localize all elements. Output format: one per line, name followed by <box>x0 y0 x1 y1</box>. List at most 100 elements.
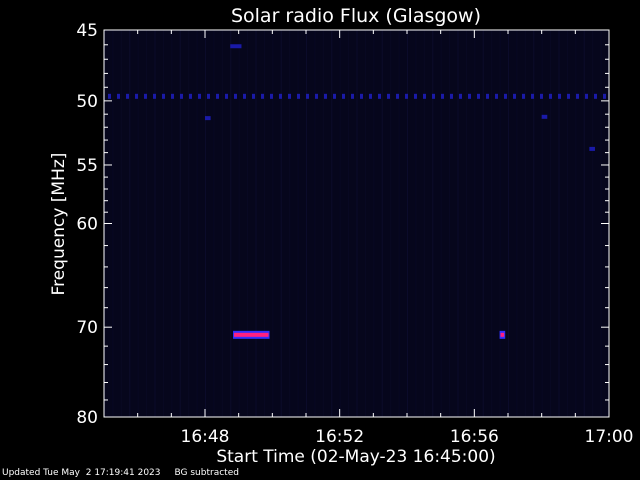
band-dash <box>135 93 138 99</box>
background-stripe <box>524 30 526 417</box>
background-stripe <box>196 30 198 417</box>
x-axis-label: Start Time (02-May-23 16:45:00) <box>216 447 495 467</box>
band-dash <box>270 93 273 99</box>
background-stripe <box>449 30 451 417</box>
band-dash <box>360 93 363 99</box>
background-stripe <box>566 30 568 417</box>
background-stripe <box>112 30 114 417</box>
band-dash <box>126 93 129 99</box>
background-stripe <box>306 30 307 417</box>
band-dash <box>342 93 345 99</box>
background-stripe <box>423 30 425 417</box>
background-stripe <box>322 30 324 417</box>
background-stripe <box>415 30 417 417</box>
band-dash <box>279 93 282 99</box>
background-stripe <box>348 30 350 417</box>
background-stripe <box>263 30 265 417</box>
background-stripe <box>491 30 493 417</box>
background-stripe <box>407 30 408 417</box>
burst <box>233 330 270 339</box>
band-dash <box>189 93 192 99</box>
y-tick-label: 60 <box>76 215 98 235</box>
background-stripe <box>238 30 240 417</box>
background-stripe <box>221 30 223 417</box>
spot <box>230 44 242 49</box>
background-stripe <box>255 30 257 417</box>
band-dash <box>441 93 444 99</box>
y-axis-label: Frequency [MHz] <box>49 153 69 296</box>
spectrogram-features <box>108 44 606 339</box>
background-stripe <box>188 30 190 417</box>
burst <box>499 330 506 339</box>
background-stripe <box>583 30 585 417</box>
background-stripe <box>339 30 341 417</box>
background-stripe <box>390 30 392 417</box>
band-dash <box>198 93 201 99</box>
band-dash <box>315 93 318 99</box>
background-stripe <box>314 30 316 417</box>
band-dash <box>495 93 498 99</box>
y-tick-label: 70 <box>76 318 98 338</box>
spectrogram-field <box>104 30 609 417</box>
y-axis: 45 50 55 60 70 80 <box>76 21 609 428</box>
band-dash <box>378 93 381 99</box>
background-stripe <box>205 30 206 417</box>
background-stripe <box>162 30 164 417</box>
band-dash <box>216 93 219 99</box>
band-dash <box>477 93 480 99</box>
background-stripe <box>381 30 383 417</box>
band-dash <box>351 93 354 99</box>
y-tick-label: 50 <box>76 92 98 112</box>
band-dash <box>549 93 552 99</box>
bg-note: BG subtracted <box>174 468 239 478</box>
background-stripe <box>297 30 299 417</box>
background-stripe <box>213 30 215 417</box>
spot <box>589 146 595 151</box>
background-stripe <box>289 30 291 417</box>
burst-core <box>500 332 505 337</box>
band-dash <box>405 93 408 99</box>
background-stripe <box>592 30 594 417</box>
band-dash <box>603 93 606 99</box>
band-dash <box>567 93 570 99</box>
y-tick-label: 55 <box>76 156 98 176</box>
background-stripe <box>558 30 560 417</box>
band-dash <box>306 93 309 99</box>
background-stripe <box>516 30 518 417</box>
background-stripe <box>356 30 358 417</box>
band-dash <box>486 93 489 99</box>
band-dash <box>288 93 291 99</box>
x-tick-label: 16:52 <box>315 427 364 447</box>
x-tick-label: 17:00 <box>585 427 634 447</box>
chart-title: Solar radio Flux (Glasgow) <box>231 5 481 27</box>
band-dash <box>585 93 588 99</box>
band-dash <box>423 93 426 99</box>
band-dash <box>558 93 561 99</box>
band-dash <box>234 93 237 99</box>
background-stripe <box>440 30 442 417</box>
background-stripe <box>331 30 333 417</box>
band-dash <box>261 93 264 99</box>
y-tick-label: 80 <box>76 408 98 428</box>
band-dash <box>522 93 525 99</box>
band-dash <box>576 93 579 99</box>
band-dash <box>531 93 534 99</box>
band-dash <box>324 93 327 99</box>
background-stripe <box>179 30 181 417</box>
band-dash <box>432 93 435 99</box>
background-stripe <box>272 30 274 417</box>
background-stripe <box>137 30 139 417</box>
background-stripe <box>171 30 173 417</box>
band-dash <box>108 93 111 99</box>
band-dash <box>333 93 336 99</box>
status-footer: Updated Tue May 2 17:19:41 2023 BG subtra… <box>2 468 253 478</box>
burst-core <box>234 332 269 337</box>
background-stripe <box>482 30 484 417</box>
x-tick-label: 16:48 <box>181 427 230 447</box>
band-dash <box>594 93 597 99</box>
band-dash <box>252 93 255 99</box>
background-stripe <box>457 30 459 417</box>
background-stripe <box>120 30 122 417</box>
band-dash <box>450 93 453 99</box>
